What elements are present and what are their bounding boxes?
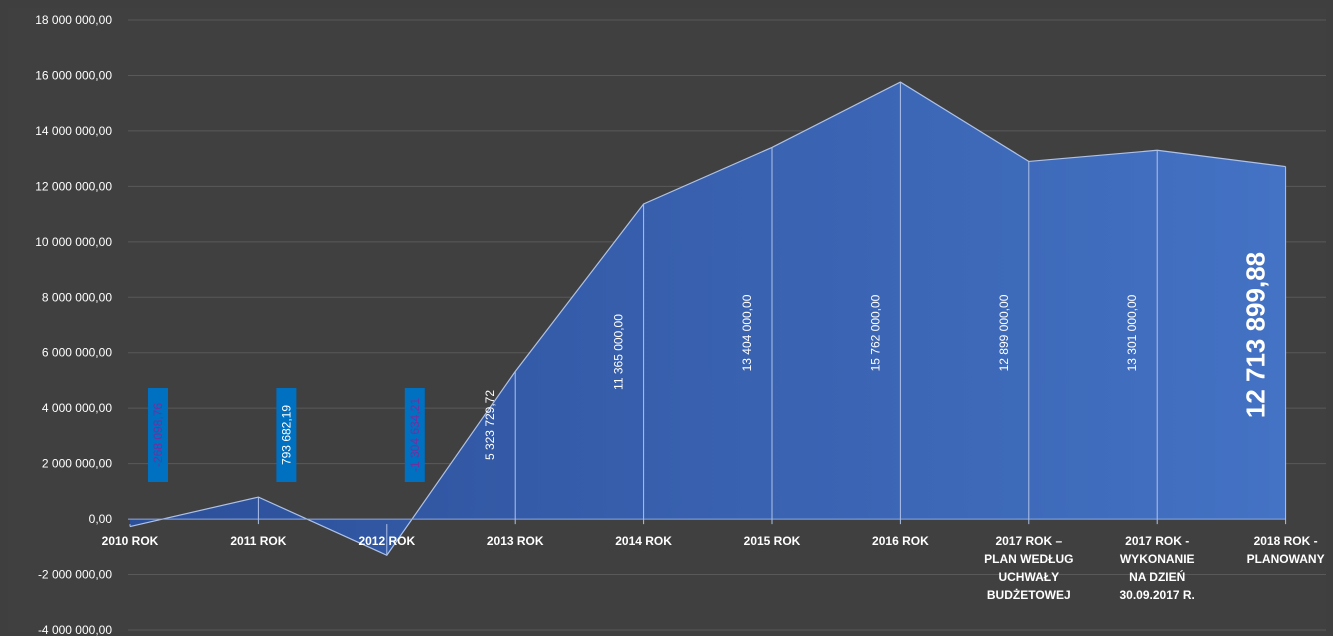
data-label: 13 404 000,00 [740, 294, 754, 371]
y-tick-label: 14 000 000,00 [35, 124, 112, 138]
data-label-text: 11 365 000,00 [612, 314, 626, 390]
data-label-text: 12 713 899,88 [1241, 252, 1271, 418]
y-tick-label: -2 000 000,00 [38, 568, 112, 582]
data-label-box [404, 388, 425, 482]
y-tick-label: 12 000 000,00 [35, 179, 112, 193]
data-label: 15 762 000,00 [868, 294, 882, 371]
data-label-text: 15 762 000,00 [868, 294, 882, 371]
data-label: 12 899 000,00 [997, 294, 1011, 371]
data-label: 793 682,19 [276, 388, 297, 482]
data-label-box [276, 388, 297, 482]
x-tick-label: 2011 ROK [230, 534, 286, 548]
area-series [128, 81, 1286, 557]
y-tick-label: 8 000 000,00 [42, 290, 112, 304]
x-tick-label: 2018 ROK -PLANOWANY [1247, 534, 1325, 566]
x-tick-label: 2016 ROK [872, 534, 929, 548]
x-tick-label: 2017 ROK -WYKONANIE NA DZIEŃ 30.09.2017 R. [1119, 534, 1194, 602]
y-axis: 18 000 000,00 16 000 000,00 14 000 000,00 1… [35, 13, 113, 637]
data-labels: -268 098,76 793 682,19 -1 304 634,21 5 323 … [148, 252, 1271, 482]
data-label: 5 323 729,72 [483, 390, 497, 460]
x-tick-label: 2017 ROK – PLAN WEDŁUG UCHWAŁY BUDŻETOWEJ [984, 534, 1073, 602]
data-label-text: 5 323 729,72 [483, 390, 497, 460]
y-tick-label: 4 000 000,00 [42, 401, 112, 415]
x-tick-label: 2013 ROK [487, 534, 544, 548]
data-label-text: 13 404 000,00 [740, 294, 754, 371]
y-tick-label: 10 000 000,00 [35, 235, 112, 249]
data-label-text: -1 304 634,21 [408, 398, 422, 472]
x-tick-label: 2012 ROK [358, 534, 415, 548]
data-label: 12 713 899,88 [1241, 252, 1271, 418]
data-label: -1 304 634,21 [404, 388, 425, 482]
y-tick-label: 6 000 000,00 [42, 346, 112, 360]
y-tick-label: 2 000 000,00 [42, 457, 112, 471]
x-axis: 2010 ROK 2011 ROK 2012 ROK 2013 ROK 2014 ROK… [102, 534, 1325, 602]
data-label-box [148, 388, 168, 482]
data-label-text: 12 899 000,00 [997, 294, 1011, 371]
x-tick-label: 2014 ROK [615, 534, 672, 548]
y-tick-label: 18 000 000,00 [35, 13, 112, 27]
data-label: -268 098,76 [148, 388, 168, 482]
x-tick-label: 2010 ROK [102, 534, 159, 548]
area-fill [130, 82, 1286, 556]
data-label-text: -268 098,76 [151, 403, 165, 467]
area-line [129, 81, 1286, 557]
y-tick-label: -4 000 000,00 [38, 623, 112, 636]
drop-lines [129, 82, 1287, 556]
data-label: 11 365 000,00 [612, 314, 626, 390]
y-tick-label: 16 000 000,00 [35, 68, 112, 82]
data-label-text: 13 301 000,00 [1125, 294, 1139, 371]
x-tick-label: 2015 ROK [744, 534, 801, 548]
y-tick-label: 0,00 [89, 512, 113, 526]
data-label: 13 301 000,00 [1125, 294, 1139, 371]
data-label-text: 793 682,19 [279, 405, 293, 465]
